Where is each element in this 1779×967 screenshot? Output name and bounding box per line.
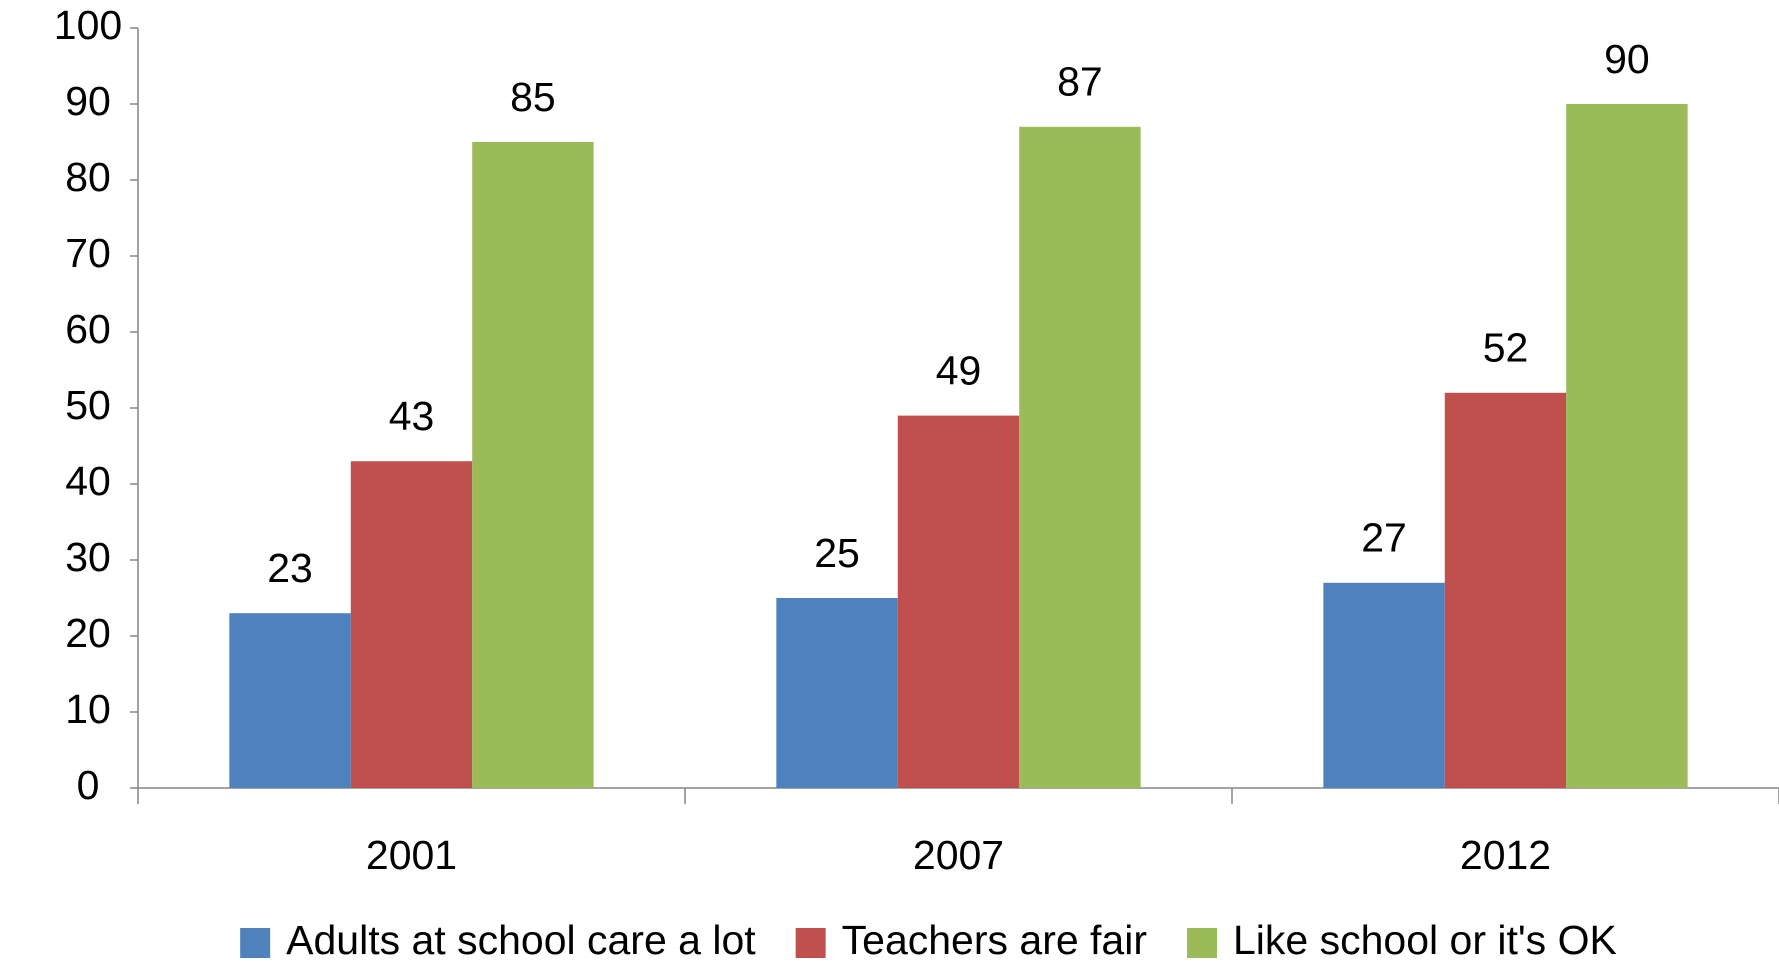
bar — [776, 598, 898, 788]
y-tick-label: 30 — [65, 534, 111, 580]
x-tick-label: 2001 — [366, 832, 457, 878]
bar — [1323, 582, 1445, 788]
legend-label: Like school or it's OK — [1233, 917, 1617, 963]
y-tick-label: 20 — [65, 610, 111, 656]
legend-label: Teachers are fair — [842, 917, 1147, 963]
bar — [350, 461, 473, 788]
data-label: 23 — [267, 545, 313, 591]
legend-swatch — [240, 928, 271, 958]
data-label: 90 — [1604, 36, 1650, 82]
bar — [229, 613, 351, 788]
x-tick-label: 2007 — [913, 832, 1004, 878]
data-label: 52 — [1483, 325, 1529, 371]
x-tick-label: 2012 — [1460, 832, 1551, 878]
data-label: 25 — [814, 530, 860, 576]
bar — [472, 142, 594, 788]
y-tick-label: 100 — [54, 2, 122, 48]
data-label: 87 — [1057, 59, 1103, 105]
y-tick-label: 10 — [65, 686, 111, 732]
y-tick-label: 40 — [65, 458, 111, 504]
data-label: 49 — [936, 347, 982, 393]
bar — [1019, 126, 1141, 789]
y-tick-label: 90 — [65, 78, 111, 124]
y-tick-label: 50 — [65, 382, 111, 428]
y-tick-label: 70 — [65, 230, 111, 276]
bar — [1566, 104, 1688, 788]
y-tick-label: 0 — [77, 762, 100, 808]
bar — [1444, 392, 1567, 788]
legend-swatch — [795, 928, 826, 958]
bar — [897, 415, 1020, 788]
data-label: 43 — [389, 393, 435, 439]
y-tick-label: 60 — [65, 306, 111, 352]
legend-swatch — [1187, 928, 1218, 958]
legend-label: Adults at school care a lot — [286, 917, 756, 963]
data-label: 27 — [1361, 515, 1407, 561]
y-tick-label: 80 — [65, 154, 111, 200]
data-label: 85 — [510, 74, 556, 120]
